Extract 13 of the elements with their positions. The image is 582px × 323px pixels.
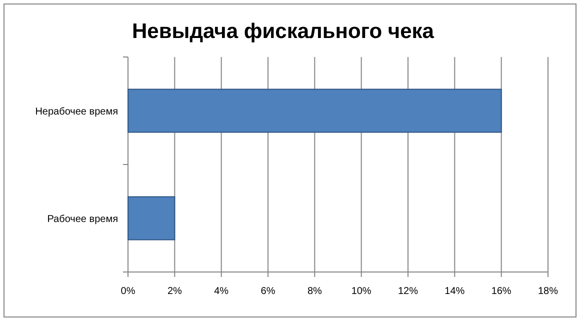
x-tick-label: 16%: [491, 286, 512, 297]
x-tick-label: 14%: [444, 286, 465, 297]
x-tick-label: 12%: [398, 286, 418, 297]
x-tick-label: 6%: [260, 286, 276, 297]
y-tick-label: Рабочее время: [47, 214, 118, 225]
x-tick-label: 8%: [307, 286, 322, 297]
x-tick-label: 0%: [120, 286, 136, 297]
x-tick-label: 4%: [214, 286, 229, 297]
x-tick-label: 18%: [538, 286, 558, 297]
x-tick-label: 10%: [351, 286, 372, 297]
y-tick-label: Нерабочее время: [35, 106, 118, 118]
chart-title: Невыдача фискального чека: [132, 20, 434, 43]
x-tick-label: 2%: [167, 286, 182, 297]
